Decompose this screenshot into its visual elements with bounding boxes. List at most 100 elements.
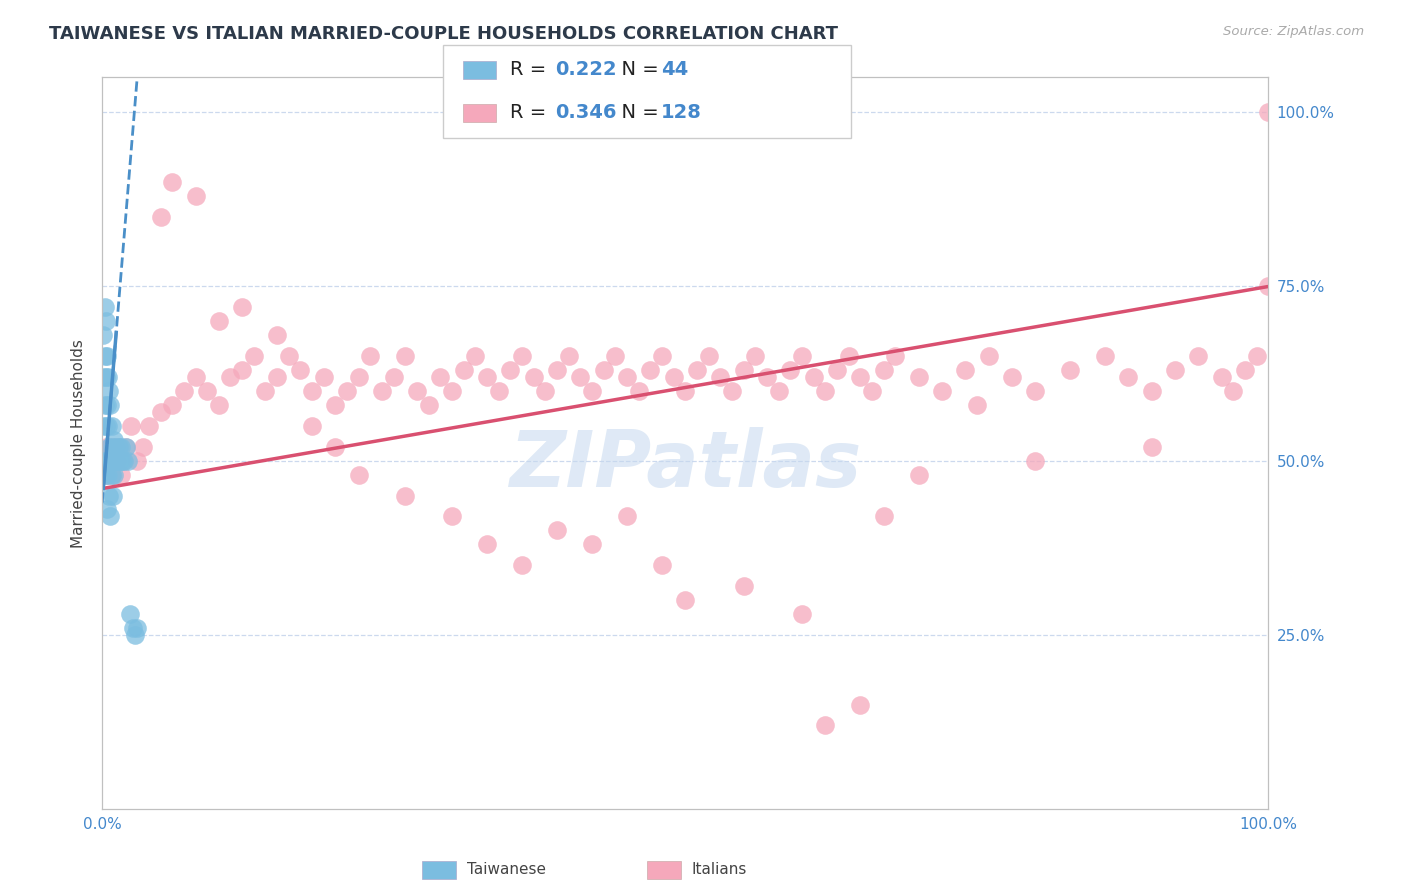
Point (336, 384, 359, 398)
Point (110, 440, 132, 454)
Point (488, 384, 510, 398)
Point (662, 370, 685, 384)
Point (475, 370, 498, 384)
Point (93, 398, 115, 412)
Point (114, 440, 136, 454)
Point (394, 349, 416, 363)
Point (96, 398, 118, 412)
Point (101, 453, 124, 467)
Point (96, 349, 118, 363)
Point (97, 370, 120, 384)
Point (94, 418, 117, 433)
Point (359, 349, 381, 363)
Point (581, 537, 603, 551)
Point (406, 384, 429, 398)
Point (733, 579, 755, 593)
Point (277, 349, 299, 363)
Point (1024, 453, 1046, 467)
Point (254, 384, 277, 398)
Point (325, 398, 347, 412)
Point (98, 440, 121, 454)
Point (98, 453, 121, 467)
Point (616, 370, 638, 384)
Point (103, 440, 125, 454)
Point (1140, 384, 1163, 398)
Point (301, 384, 323, 398)
Point (709, 370, 731, 384)
Point (418, 398, 440, 412)
Point (107, 440, 129, 454)
Text: R =: R = (510, 103, 553, 122)
Point (94, 440, 117, 454)
Point (1059, 363, 1081, 377)
Point (1118, 370, 1140, 384)
Point (231, 301, 253, 315)
Point (872, 509, 894, 524)
Point (953, 363, 976, 377)
Point (453, 363, 475, 377)
Point (790, 349, 813, 363)
Point (105, 453, 128, 467)
Point (112, 453, 135, 467)
Point (96, 453, 118, 467)
Point (429, 370, 451, 384)
Point (1164, 363, 1187, 377)
Point (1257, 279, 1279, 293)
Point (94, 467, 117, 482)
Point (93, 453, 115, 467)
Point (1211, 370, 1233, 384)
Point (966, 398, 988, 412)
Point (592, 363, 614, 377)
Point (103, 433, 125, 447)
Point (872, 363, 894, 377)
Text: 44: 44 (661, 61, 688, 79)
Point (546, 363, 568, 377)
Point (101, 440, 124, 454)
Point (93, 453, 115, 467)
Point (1187, 349, 1209, 363)
Point (814, 384, 837, 398)
Point (127, 453, 149, 467)
Point (546, 524, 568, 538)
Point (510, 349, 533, 363)
Point (97, 418, 120, 433)
Point (195, 384, 218, 398)
Text: R =: R = (510, 61, 553, 79)
Point (768, 384, 790, 398)
Point (371, 384, 394, 398)
Point (100, 440, 122, 454)
Point (138, 418, 160, 433)
Point (243, 349, 266, 363)
Point (849, 370, 872, 384)
Point (1024, 384, 1046, 398)
Point (103, 467, 125, 482)
Point (825, 363, 848, 377)
Point (93, 328, 115, 343)
Text: N =: N = (609, 61, 665, 79)
Point (160, 175, 183, 189)
Point (779, 363, 801, 377)
Point (301, 418, 323, 433)
Text: 0.222: 0.222 (555, 61, 617, 79)
Point (149, 405, 172, 419)
Point (149, 210, 172, 224)
Point (733, 363, 755, 377)
Point (100, 418, 122, 433)
Point (93, 349, 115, 363)
Point (744, 349, 766, 363)
Point (1094, 349, 1116, 363)
Point (605, 349, 627, 363)
Point (105, 440, 128, 454)
Point (121, 621, 143, 635)
Point (114, 440, 136, 454)
Point (110, 467, 132, 482)
Point (97, 467, 120, 482)
Point (616, 509, 638, 524)
Point (231, 363, 253, 377)
Point (534, 384, 557, 398)
Point (208, 398, 231, 412)
Point (93, 301, 115, 315)
Point (755, 370, 778, 384)
Point (100, 509, 122, 524)
Point (127, 621, 149, 635)
